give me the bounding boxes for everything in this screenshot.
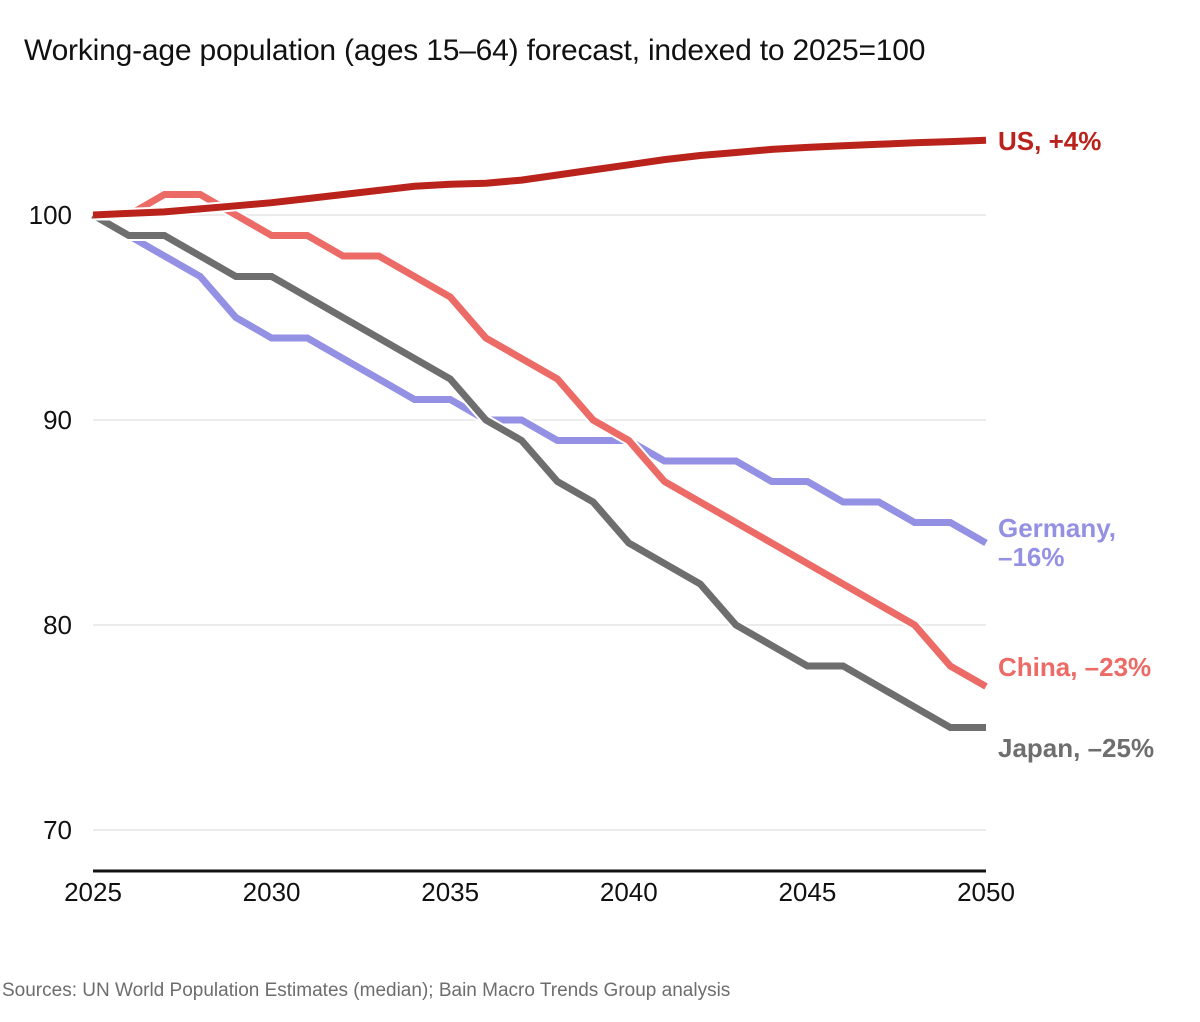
x-tick-label: 2025 bbox=[64, 877, 122, 907]
series-label-line: US, +4% bbox=[998, 126, 1101, 156]
series-halo-japan bbox=[90, 210, 986, 733]
series-halo-germany bbox=[90, 210, 989, 548]
x-tick-label: 2050 bbox=[957, 877, 1015, 907]
series-label-japan: Japan, –25% bbox=[998, 733, 1154, 763]
x-axis-ticks: 2025 2030 2035 2040 2045 2050 bbox=[64, 877, 1015, 907]
series-label-germany: Germany, –16% bbox=[998, 513, 1116, 572]
series-line-japan bbox=[91, 211, 986, 731]
chart-title: Working-age population (ages 15–64) fore… bbox=[24, 34, 926, 67]
series-labels: US, +4% Germany, –16% China, –23% Japan, –25… bbox=[998, 126, 1154, 763]
series-line-germany bbox=[91, 211, 988, 547]
y-axis-ticks: 70 80 90 100 bbox=[29, 200, 72, 845]
series-label-us: US, +4% bbox=[998, 126, 1101, 156]
series-label-line: Germany, bbox=[998, 513, 1116, 543]
series-label-line: –16% bbox=[998, 542, 1065, 572]
series-lines bbox=[90, 134, 989, 733]
y-tick-label: 80 bbox=[43, 610, 72, 640]
y-tick-label: 70 bbox=[43, 815, 72, 845]
x-tick-label: 2045 bbox=[778, 877, 836, 907]
y-tick-label: 90 bbox=[43, 405, 72, 435]
series-line-us bbox=[92, 136, 987, 219]
x-tick-label: 2035 bbox=[421, 877, 479, 907]
series-label-line: Japan, –25% bbox=[998, 733, 1154, 763]
y-tick-label: 100 bbox=[29, 200, 72, 230]
series-label-china: China, –23% bbox=[998, 652, 1151, 682]
x-tick-label: 2040 bbox=[600, 877, 658, 907]
x-tick-label: 2030 bbox=[243, 877, 301, 907]
series-label-line: China, –23% bbox=[998, 652, 1151, 682]
series-line-china bbox=[93, 191, 988, 690]
source-note: Sources: UN World Population Estimates (… bbox=[2, 980, 731, 1001]
